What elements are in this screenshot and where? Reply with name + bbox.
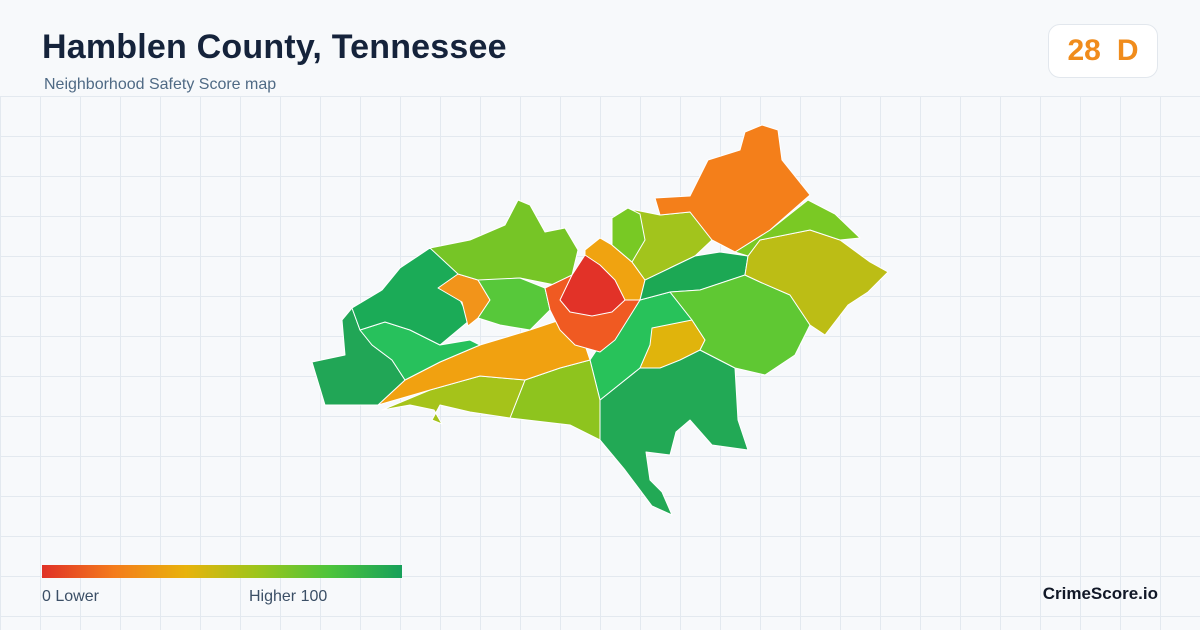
page-title: Hamblen County, Tennessee xyxy=(42,28,507,66)
score-badge: 28 D xyxy=(1048,24,1158,78)
header xyxy=(0,0,1200,96)
score-value: 28 xyxy=(1067,34,1101,67)
map-region-north-center-green[interactable] xyxy=(611,207,646,263)
page-subtitle: Neighborhood Safety Score map xyxy=(44,76,277,93)
brand-logo-text: CrimeScore.io xyxy=(1042,584,1158,603)
legend-gradient-bar xyxy=(42,565,402,578)
legend-high-label: Higher 100 xyxy=(249,588,328,605)
legend-low-label: 0 Lower xyxy=(42,588,99,605)
map-region-center-green[interactable] xyxy=(477,277,551,331)
score-grade: D xyxy=(1116,34,1139,67)
map-region-east-upper-green[interactable] xyxy=(734,199,861,257)
map-region-downtown-red[interactable] xyxy=(559,254,626,317)
map-region-northeast-orange[interactable] xyxy=(654,124,811,253)
